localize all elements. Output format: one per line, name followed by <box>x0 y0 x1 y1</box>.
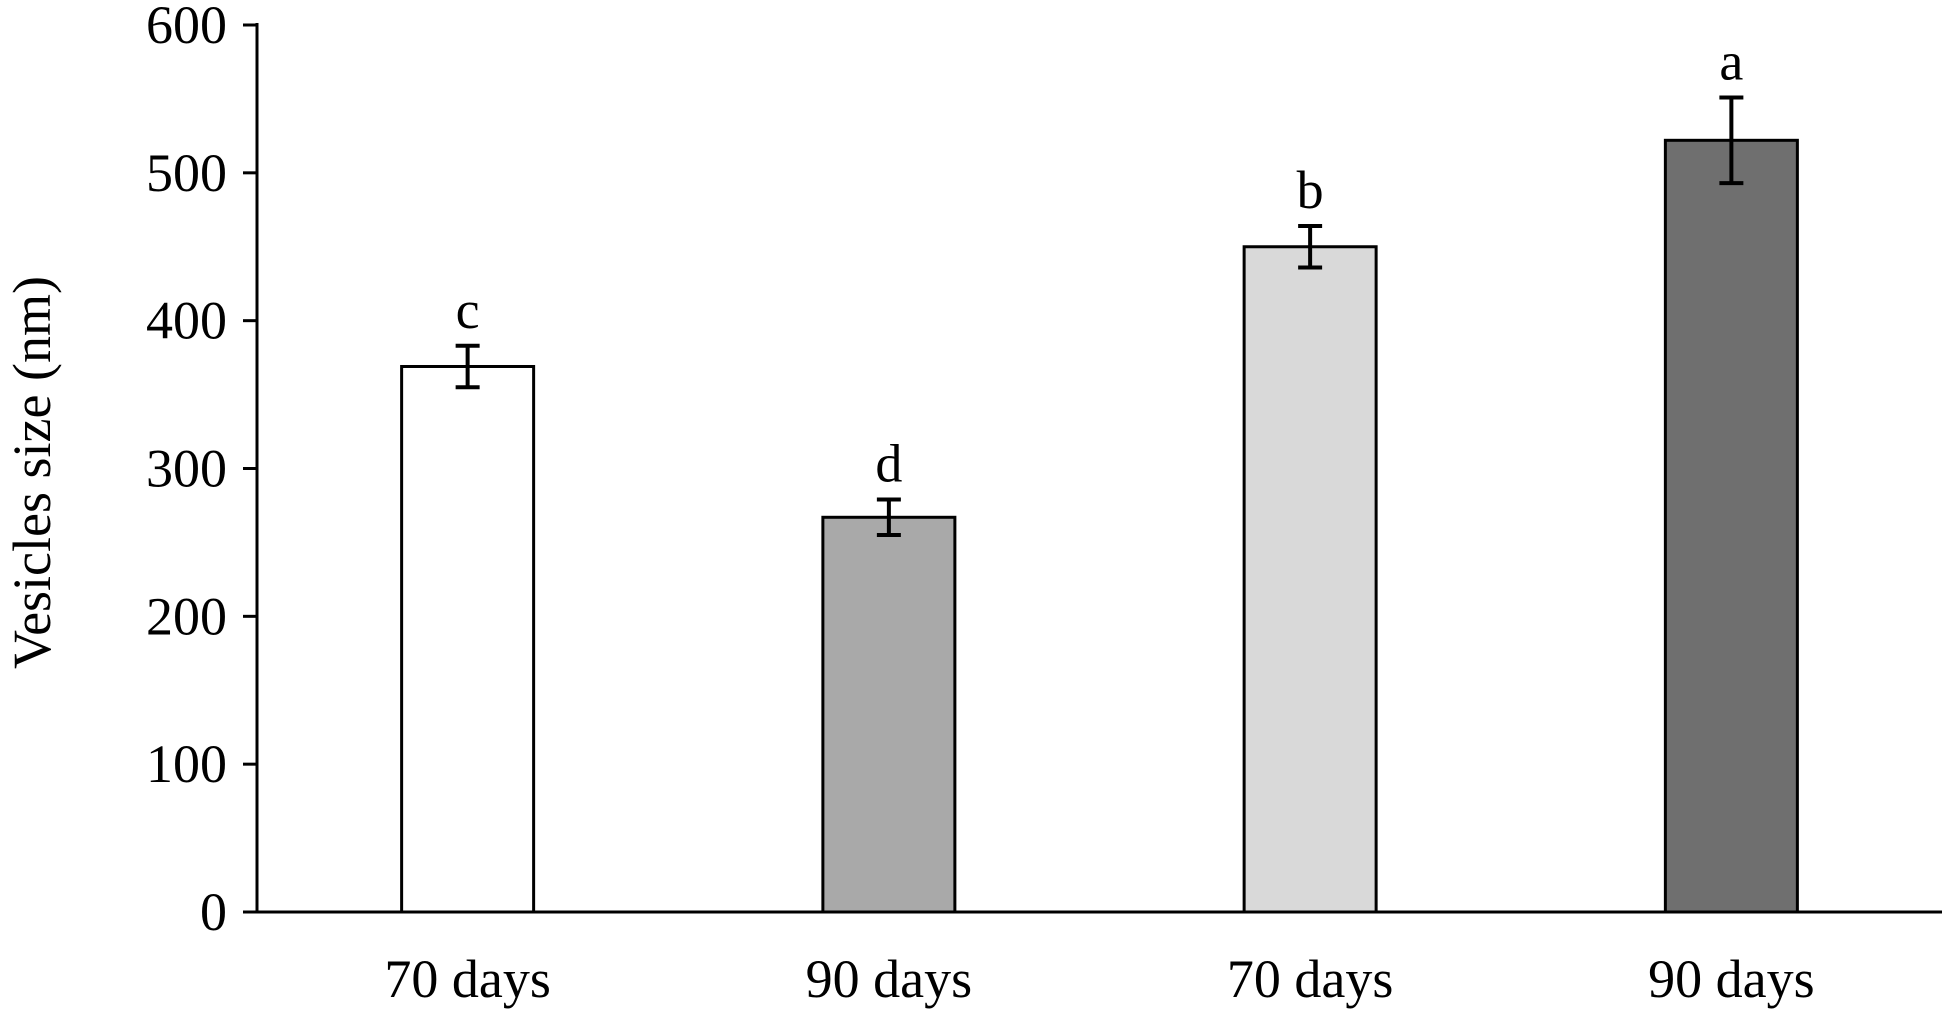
category-labels: 70 days 90 days 70 days 90 days <box>384 949 1814 1009</box>
significance-labels: c d b a <box>456 31 1744 493</box>
error-bar-2 <box>876 497 901 538</box>
significance-label-2: d <box>875 434 902 494</box>
y-tick-label: 100 <box>146 734 227 794</box>
significance-label-4: a <box>1719 31 1743 91</box>
bar-1 <box>400 364 536 914</box>
bar-4 <box>1663 138 1799 914</box>
x-tick-label: 90 days <box>806 949 972 1009</box>
x-tick-label: 70 days <box>384 949 550 1009</box>
bars <box>400 138 1799 914</box>
error-bar-4 <box>1719 95 1744 186</box>
y-tick-label: 500 <box>146 143 227 203</box>
x-tick-label: 90 days <box>1648 949 1814 1009</box>
y-tick-label: 200 <box>146 586 227 646</box>
y-axis: 0 100 200 300 400 500 600 <box>146 0 259 942</box>
x-tick-label: 70 days <box>1227 949 1393 1009</box>
y-tick-label: 600 <box>146 0 227 55</box>
significance-label-1: c <box>456 280 480 340</box>
significance-label-3: b <box>1297 160 1324 220</box>
bar-2 <box>821 515 957 914</box>
error-bars <box>455 95 1744 538</box>
y-tick-label: 300 <box>146 439 227 499</box>
bar-3 <box>1242 245 1378 914</box>
y-tick-label: 0 <box>200 882 227 942</box>
error-bar-1 <box>455 343 480 390</box>
y-tick-label: 400 <box>146 291 227 351</box>
error-bar-3 <box>1298 224 1323 270</box>
y-axis-title: Vesicles size (nm) <box>2 276 62 669</box>
